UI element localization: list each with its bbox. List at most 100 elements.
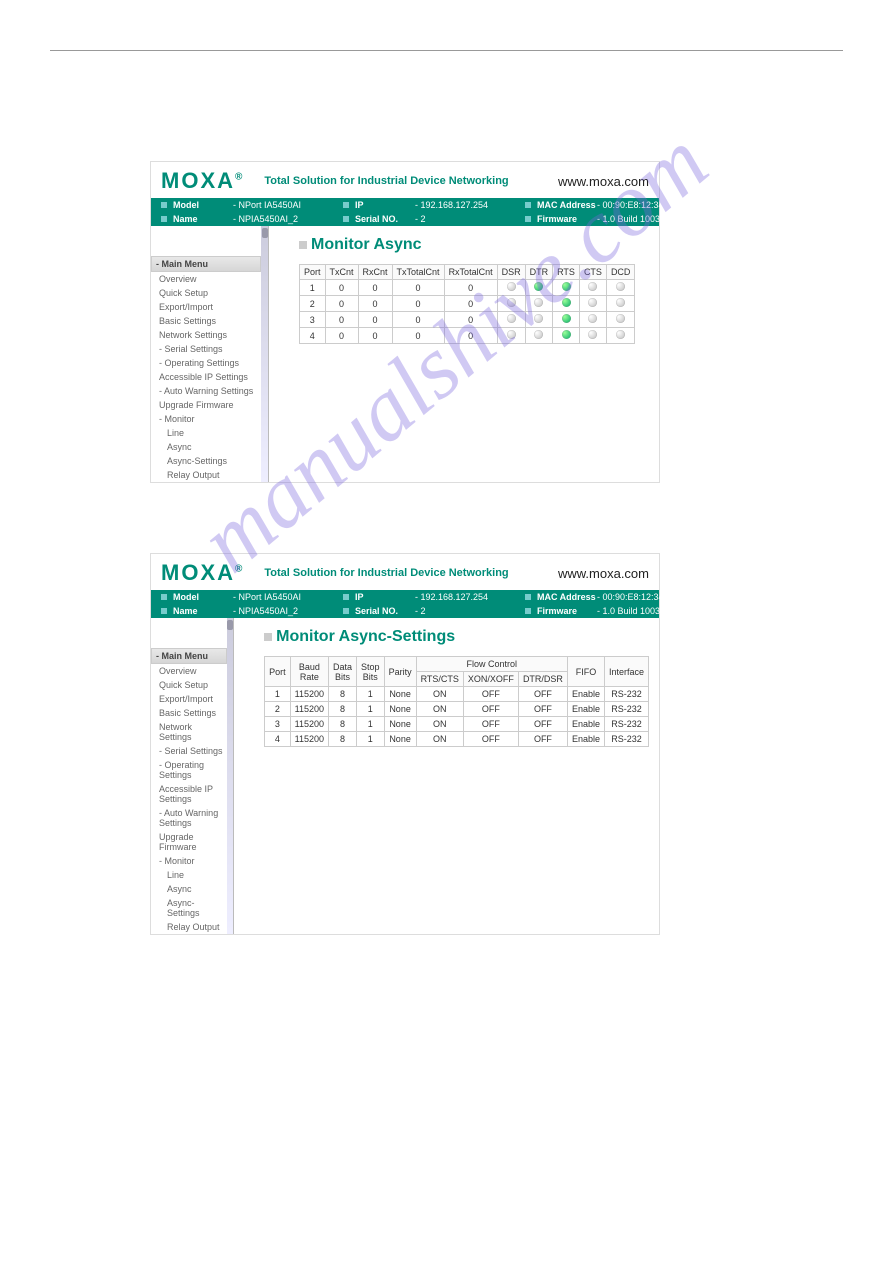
sidebar-item[interactable]: Line: [151, 426, 261, 440]
cell: OFF: [463, 687, 518, 702]
info-group: Name- NPIA5450AI_2: [161, 214, 343, 224]
status-led-icon: [616, 282, 625, 291]
status-led-icon: [507, 298, 516, 307]
sidebar-item[interactable]: Async-Settings: [151, 896, 227, 920]
sidebar-item[interactable]: Async: [151, 882, 227, 896]
sidebar-item[interactable]: Relay Output: [151, 920, 227, 934]
status-led-icon: [616, 314, 625, 323]
info-group: Model- NPort IA5450AI: [161, 592, 343, 602]
sidebar-item[interactable]: Async: [151, 440, 261, 454]
column-subheader: RTS/CTS: [416, 672, 463, 687]
sidebar-item[interactable]: Quick Setup: [151, 286, 261, 300]
cell: OFF: [463, 732, 518, 747]
sidebar-item[interactable]: - Auto Warning Settings: [151, 806, 227, 830]
cell: 0: [444, 328, 497, 344]
sidebar-item[interactable]: Overview: [151, 272, 261, 286]
table-row: 411520081NoneONOFFOFFEnableRS-232: [265, 732, 649, 747]
sidebar-item[interactable]: Export/Import: [151, 692, 227, 706]
sidebar-item[interactable]: - Serial Settings: [151, 342, 261, 356]
table-row: 20000: [300, 296, 635, 312]
info-value: - 00:90:E8:12:34:57: [597, 200, 707, 210]
cell: 8: [329, 717, 357, 732]
column-header: Parity: [384, 657, 416, 687]
scrollbar[interactable]: [261, 226, 269, 482]
site-url: www.moxa.com: [558, 566, 649, 581]
info-label: IP: [355, 592, 415, 602]
sidebar-item[interactable]: - Operating Settings: [151, 356, 261, 370]
info-group: MAC Address- 00:90:E8:12:34:57: [525, 592, 707, 602]
cell: Enable: [567, 687, 604, 702]
sidebar-item[interactable]: - Monitor: [151, 412, 261, 426]
brand-logo: MOXA®: [161, 168, 244, 194]
sidebar-item[interactable]: Basic Settings: [151, 314, 261, 328]
cell: Enable: [567, 732, 604, 747]
column-header: DSR: [497, 265, 525, 280]
sidebar-item[interactable]: Export/Import: [151, 300, 261, 314]
tagline: Total Solution for Industrial Device Net…: [264, 567, 508, 579]
sidebar-item[interactable]: Async-Settings: [151, 454, 261, 468]
cell: 0: [392, 312, 444, 328]
cell: OFF: [463, 717, 518, 732]
cell: 1: [300, 280, 326, 296]
column-header: DCD: [606, 265, 635, 280]
info-value: - NPIA5450AI_2: [233, 214, 343, 224]
cell: 1: [357, 717, 385, 732]
cell: 8: [329, 687, 357, 702]
cell: 0: [325, 312, 358, 328]
bullet-icon: [525, 202, 531, 208]
sidebar-item[interactable]: Basic Settings: [151, 706, 227, 720]
column-header: FIFO: [567, 657, 604, 687]
status-led-icon: [616, 330, 625, 339]
status-led-icon: [562, 282, 571, 291]
cell: 2: [300, 296, 326, 312]
sidebar-item[interactable]: - Operating Settings: [151, 758, 227, 782]
device-info-bar: Model- NPort IA5450AIIP- 192.168.127.254…: [151, 198, 659, 226]
cell: 115200: [290, 717, 328, 732]
info-value: - 2: [415, 606, 525, 616]
bullet-icon: [343, 202, 349, 208]
led-cell: [525, 312, 553, 328]
info-value: - 192.168.127.254: [415, 592, 525, 602]
cell: 0: [358, 328, 392, 344]
device-info-bar: Model- NPort IA5450AIIP- 192.168.127.254…: [151, 590, 659, 618]
cell: 0: [325, 280, 358, 296]
cell: 0: [325, 328, 358, 344]
cell: 1: [357, 732, 385, 747]
sidebar-item[interactable]: Overview: [151, 664, 227, 678]
page-title: Monitor Async-Settings: [264, 628, 649, 646]
bullet-icon: [343, 608, 349, 614]
cell: ON: [416, 687, 463, 702]
sidebar-item[interactable]: Line: [151, 868, 227, 882]
info-label: Model: [173, 592, 233, 602]
async-table: PortTxCntRxCntTxTotalCntRxTotalCntDSRDTR…: [299, 264, 635, 344]
led-cell: [525, 280, 553, 296]
info-group: IP- 192.168.127.254: [343, 592, 525, 602]
scrollbar[interactable]: [227, 618, 234, 934]
sidebar-item[interactable]: Relay Output: [151, 468, 261, 482]
info-label: MAC Address: [537, 592, 597, 602]
sidebar-item[interactable]: Upgrade Firmware: [151, 398, 261, 412]
status-led-icon: [507, 282, 516, 291]
sidebar-item[interactable]: Quick Setup: [151, 678, 227, 692]
cell: 115200: [290, 702, 328, 717]
cell: 0: [392, 296, 444, 312]
table-row: 111520081NoneONOFFOFFEnableRS-232: [265, 687, 649, 702]
column-header: Flow Control: [416, 657, 567, 672]
cell: 0: [358, 296, 392, 312]
sidebar-item[interactable]: Accessible IP Settings: [151, 370, 261, 384]
sidebar-item[interactable]: - Serial Settings: [151, 744, 227, 758]
column-header: RTS: [553, 265, 580, 280]
menu-header: - Main Menu: [151, 256, 261, 272]
sidebar-item[interactable]: Network Settings: [151, 720, 227, 744]
cell: OFF: [518, 702, 567, 717]
menu-header: - Main Menu: [151, 648, 227, 664]
info-label: Firmware: [537, 606, 597, 616]
sidebar-item[interactable]: Accessible IP Settings: [151, 782, 227, 806]
sidebar-item[interactable]: - Monitor: [151, 854, 227, 868]
info-group: Firmware- 1.0 Build 10032318: [525, 606, 707, 616]
column-header: Port: [300, 265, 326, 280]
sidebar-item[interactable]: Upgrade Firmware: [151, 830, 227, 854]
sidebar-item[interactable]: - Auto Warning Settings: [151, 384, 261, 398]
column-header: DTR: [525, 265, 553, 280]
sidebar-item[interactable]: Network Settings: [151, 328, 261, 342]
